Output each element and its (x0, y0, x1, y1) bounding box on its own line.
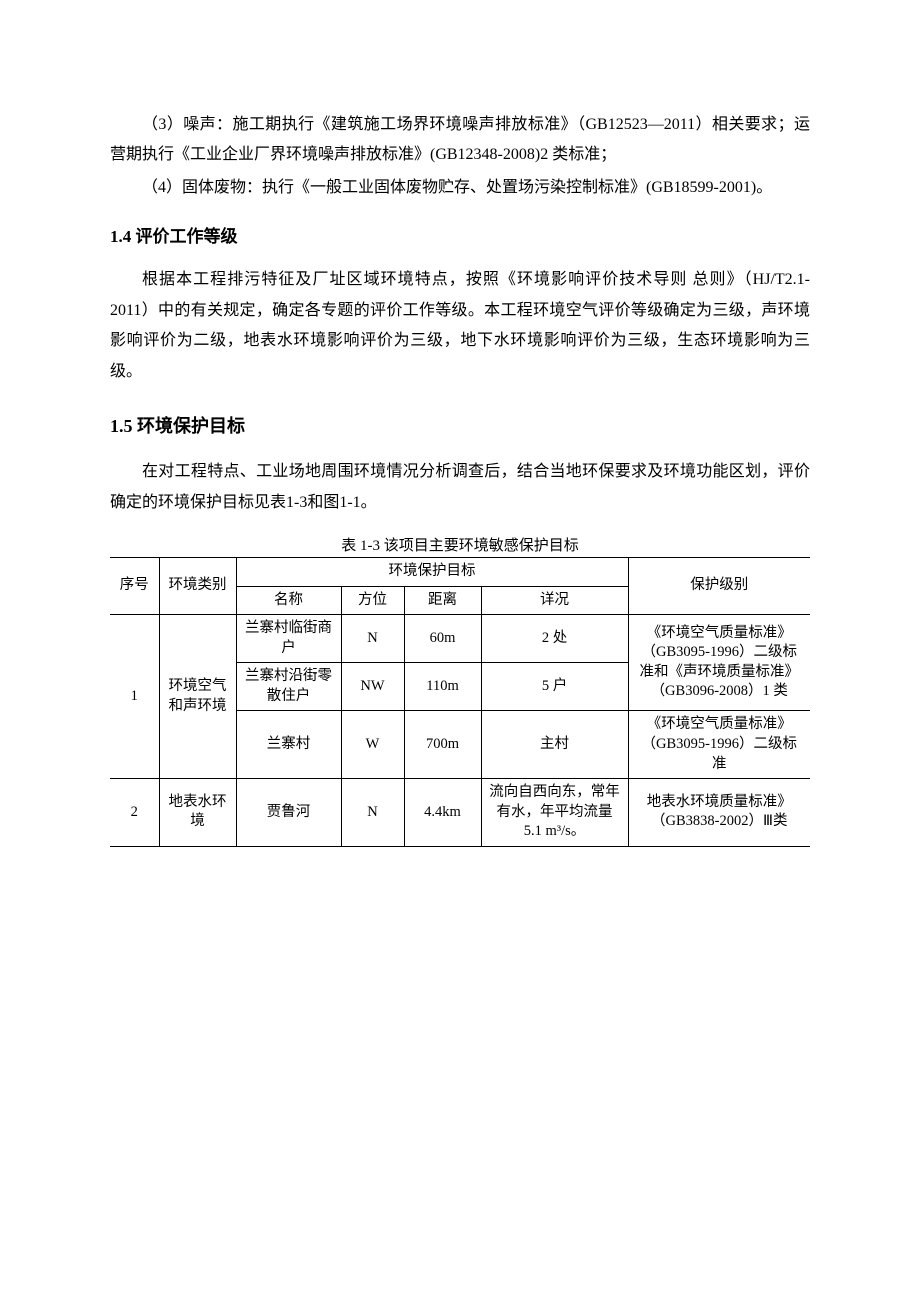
cell-direction: N (341, 779, 404, 847)
table-row: 1 环境空气和声环境 兰寨村临街商户 N 60m 2 处 《环境空气质量标准》（… (110, 615, 810, 663)
heading-1-4: 1.4 评价工作等级 (110, 221, 810, 253)
cell-distance: 110m (404, 663, 481, 711)
th-distance: 距离 (404, 586, 481, 615)
cell-detail: 2 处 (481, 615, 628, 663)
paragraph-solid-waste: （4）固体废物：执行《一般工业固体废物贮存、处置场污染控制标准》(GB18599… (110, 173, 810, 203)
table-row: 2 地表水环境 贾鲁河 N 4.4km 流向自西向东，常年有水，年平均流量 5.… (110, 779, 810, 847)
section-1-5-body: 在对工程特点、工业场地周围环境情况分析调查后，结合当地环保要求及环境功能区划，评… (110, 457, 810, 518)
cell-distance: 700m (404, 711, 481, 779)
th-seq: 序号 (110, 558, 159, 615)
cell-distance: 60m (404, 615, 481, 663)
heading-1-5: 1.5 环境保护目标 (110, 409, 810, 443)
th-name: 名称 (236, 586, 341, 615)
cell-distance: 4.4km (404, 779, 481, 847)
cell-level: 《环境空气质量标准》（GB3095-1996）二级标准 (628, 711, 810, 779)
cell-direction: NW (341, 663, 404, 711)
cell-level: 地表水环境质量标准》（GB3838-2002）Ⅲ类 (628, 779, 810, 847)
cell-name: 贾鲁河 (236, 779, 341, 847)
cell-level: 《环境空气质量标准》（GB3095-1996）二级标准和《声环境质量标准》（GB… (628, 615, 810, 711)
th-target-group: 环境保护目标 (236, 558, 628, 587)
th-category: 环境类别 (159, 558, 236, 615)
cell-name: 兰寨村 (236, 711, 341, 779)
cell-seq: 2 (110, 779, 159, 847)
th-detail: 详况 (481, 586, 628, 615)
cell-category: 环境空气和声环境 (159, 615, 236, 779)
cell-category: 地表水环境 (159, 779, 236, 847)
cell-detail: 流向自西向东，常年有水，年平均流量 5.1 m³/s。 (481, 779, 628, 847)
cell-detail: 主村 (481, 711, 628, 779)
cell-direction: W (341, 711, 404, 779)
cell-detail: 5 户 (481, 663, 628, 711)
cell-name: 兰寨村临街商户 (236, 615, 341, 663)
cell-name: 兰寨村沿街零散住户 (236, 663, 341, 711)
paragraph-noise: （3）噪声：施工期执行《建筑施工场界环境噪声排放标准》（GB12523—2011… (110, 110, 810, 171)
table-caption: 表 1-3 该项目主要环境敏感保护目标 (110, 536, 810, 557)
cell-seq: 1 (110, 615, 159, 779)
th-direction: 方位 (341, 586, 404, 615)
table-header-row-1: 序号 环境类别 环境保护目标 保护级别 (110, 558, 810, 587)
targets-table: 序号 环境类别 环境保护目标 保护级别 名称 方位 距离 详况 1 环境空气和声… (110, 557, 810, 847)
th-level: 保护级别 (628, 558, 810, 615)
cell-direction: N (341, 615, 404, 663)
section-1-4-body: 根据本工程排污特征及厂址区域环境特点，按照《环境影响评价技术导则 总则》（HJ/… (110, 265, 810, 387)
